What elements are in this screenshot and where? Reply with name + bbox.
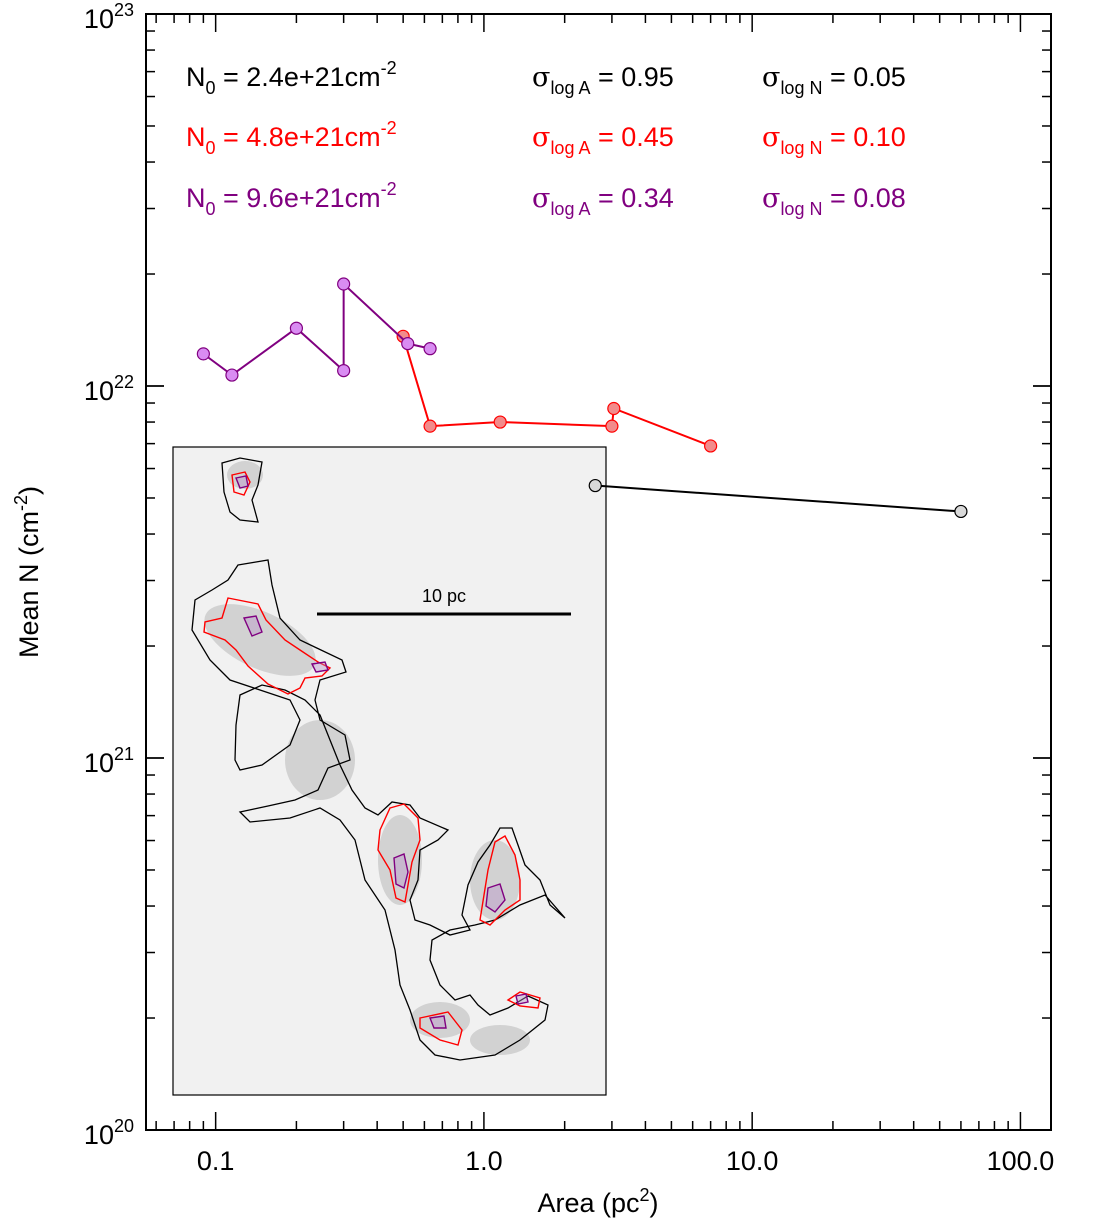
sigma-n-label-3: σlog N = 0.08 [762,183,906,219]
data-point [704,439,718,453]
annotation-row-3: N0 = 9.6e+21cm-2 σlog A = 0.34 σlog N = … [186,179,906,219]
annotation-row-2: N0 = 4.8e+21cm-2 σlog A = 0.45 σlog N = … [186,118,906,158]
sigma-a-label-3: σlog A = 0.34 [532,183,674,219]
data-point [401,337,415,351]
y-tick-label: 1023 [84,0,134,34]
data-point [196,347,210,361]
sigma-a-label-1: σlog A = 0.95 [532,62,674,98]
y-tick-label: 1020 [84,1116,134,1150]
data-point [954,504,968,519]
data-point [225,368,239,382]
series-line [595,484,961,513]
n0-label-3: N0 = 9.6e+21cm-2 [186,179,397,219]
contour-level-3 [235,475,529,1029]
inset-frame [172,446,607,1096]
data-point [337,364,351,378]
data-point [423,342,437,356]
series-line [402,336,711,447]
data-point [588,478,602,493]
data-point [289,321,304,335]
data-series [196,277,968,519]
x-tick-label: 100.0 [987,1146,1055,1176]
sigma-n-label-1: σlog N = 0.05 [762,62,906,98]
x-tick-label: 10.0 [726,1146,779,1176]
data-point [607,401,621,416]
y-tick-label: 1021 [84,744,134,778]
inset-map: 10 pc [172,446,607,1096]
data-point [605,419,619,433]
n0-label-1: N0 = 2.4e+21cm-2 [186,58,397,98]
data-point [423,419,437,433]
contour-level-2 [203,471,541,1046]
sigma-n-label-2: σlog N = 0.10 [762,122,906,158]
series-line [202,281,431,377]
y-tick-label: 1022 [84,372,134,406]
y-axis-title: Mean N (cm-2) [11,486,44,658]
contour-level-1 [191,457,566,1061]
data-point [337,277,351,291]
data-point [493,415,507,429]
x-tick-label: 1.0 [465,1146,503,1176]
axis-ticks: 0.1 1.0 10.0 100.0 1020 1021 1022 1023 [84,0,1054,1176]
scale-bar-label: 10 pc [422,586,466,606]
sigma-a-label-2: σlog A = 0.45 [532,122,674,158]
n0-label-2: N0 = 4.8e+21cm-2 [186,118,397,158]
x-tick-label: 0.1 [197,1146,235,1176]
plot-frame [145,13,1052,1131]
x-axis-title: Area (pc2) [537,1185,658,1218]
annotation-row-1: N0 = 2.4e+21cm-2 σlog A = 0.95 σlog N = … [186,58,906,98]
